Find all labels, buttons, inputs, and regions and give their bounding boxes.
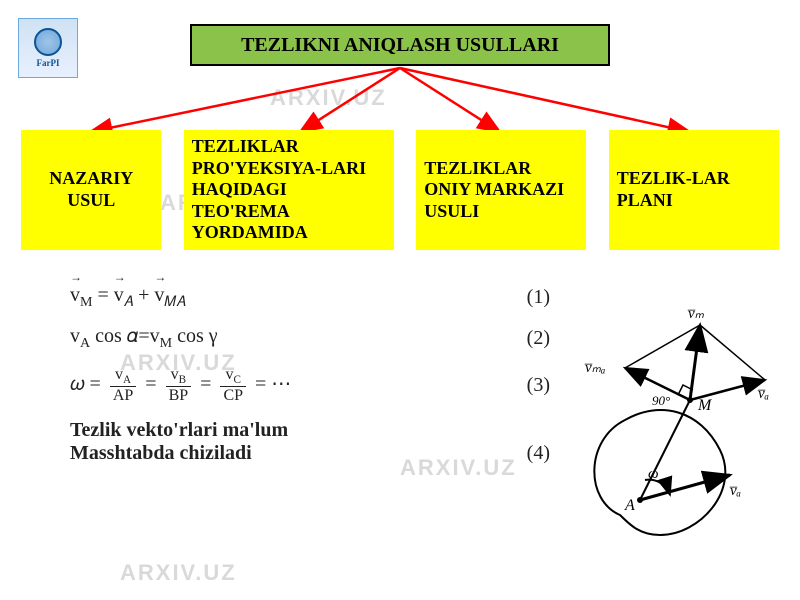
logo: FarPI (18, 18, 78, 78)
eq2-number: (2) (500, 327, 550, 350)
eq2-part: v (70, 325, 80, 347)
equation-1: vM = v𝐴 + v𝑀𝐴 (1) (70, 284, 550, 311)
eq2-sub1: A (80, 336, 90, 351)
eq2-sub2: M (160, 336, 172, 351)
method-plani: TEZLIK-LAR PLANI (609, 130, 779, 250)
diagram-label-vMA: v̅ₘₐ (584, 360, 606, 376)
equations-block: vM = v𝐴 + v𝑀𝐴 (1) vA cos 𝛼=vM cos γ (2) … (70, 270, 550, 479)
method-markazi: TEZLIKLAR ONIY MARKAZI USULI (416, 130, 586, 250)
diagram-label-vM: v̅ₘ (687, 306, 705, 322)
eq2-mid: cos 𝛼=v (90, 325, 160, 347)
eq2-end: cos γ (172, 325, 218, 347)
eq3-frac-b: vB BP (166, 366, 192, 405)
methods-row: NAZARIY USUL TEZLIKLAR PRO'YEKSIYA-LARI … (0, 130, 800, 250)
method-nazariy: NAZARIY USUL (21, 130, 161, 250)
page-title: TEZLIKNI ANIQLASH USULLARI (190, 24, 610, 66)
diagram-label-90: 90° (652, 393, 670, 408)
diagram-label-vA-top: v̅ₐ (757, 386, 769, 402)
watermark: ARXIV.UZ (270, 85, 387, 111)
velocity-diagram: A v̅ₐ ω M 90° v̅ₐ v̅ₘₐ v̅ₘ (570, 300, 780, 540)
eq3-omega: 𝜔 = (70, 373, 106, 395)
eq4-line2: Masshtabda chiziladi (70, 442, 500, 465)
logo-globe-icon (34, 28, 62, 56)
eq4-line1: Tezlik vekto'rlari ma'lum (70, 419, 500, 442)
equation-4: Tezlik vekto'rlari ma'lum Masshtabda chi… (70, 419, 550, 465)
watermark: ARXIV.UZ (120, 560, 237, 586)
diagram-label-A: A (624, 497, 635, 514)
eq1-number: (1) (500, 286, 550, 309)
eq4-number: (4) (500, 442, 550, 465)
eq3-frac-a: vA AP (110, 366, 136, 405)
equation-3: 𝜔 = vA AP = vB BP = vC CP = ⋯ (3) (70, 366, 550, 405)
diagram-label-M: M (697, 397, 713, 414)
diagram-label-vA-bottom: v̅ₐ (729, 483, 741, 499)
equation-2: vA cos 𝛼=vM cos γ (2) (70, 325, 550, 352)
eq3-frac-c: vC CP (220, 366, 246, 405)
method-proyeksiya: TEZLIKLAR PRO'YEKSIYA-LARI HAQIDAGI TEO'… (184, 130, 394, 250)
eq3-number: (3) (500, 374, 550, 397)
eq3-dots: = ⋯ (255, 373, 291, 395)
logo-text: FarPI (37, 58, 60, 68)
